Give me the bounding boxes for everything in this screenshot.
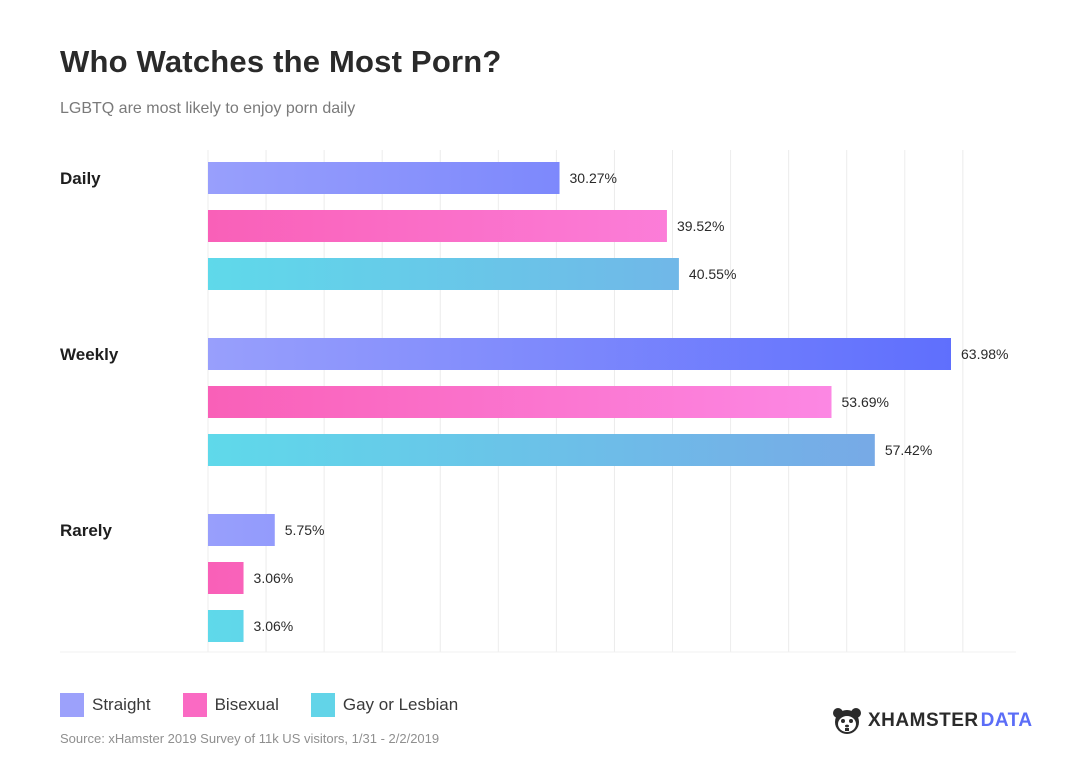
- bar-weekly-straight: [208, 338, 951, 370]
- bar-weekly-gay-or-lesbian: [208, 434, 875, 466]
- chart-subtitle: LGBTQ are most likely to enjoy porn dail…: [60, 100, 356, 117]
- value-label: 63.98%: [961, 346, 1008, 362]
- value-label: 3.06%: [254, 570, 294, 586]
- legend-swatch-gay-lesbian: [310, 693, 335, 717]
- bar-daily-straight: [208, 162, 560, 194]
- brand-suffix: DATA: [980, 710, 1033, 731]
- legend-label: Straight: [92, 695, 151, 714]
- value-label: 40.55%: [689, 266, 736, 282]
- bar-daily-bisexual: [208, 210, 667, 242]
- legend-item-gay-lesbian: Gay or Lesbian: [310, 693, 459, 717]
- legend-label: Gay or Lesbian: [342, 695, 459, 714]
- bar-daily-gay-or-lesbian: [208, 258, 679, 290]
- value-label: 57.42%: [885, 442, 932, 458]
- value-label: 30.27%: [570, 170, 617, 186]
- legend-item-straight: Straight: [60, 693, 151, 717]
- brand-logo: XHAMSTER DATA: [832, 706, 1033, 736]
- value-label: 39.52%: [677, 218, 724, 234]
- source-note: Source: xHamster 2019 Survey of 11k US v…: [60, 731, 440, 746]
- brand-name: XHAMSTER: [868, 710, 979, 731]
- legend-item-bisexual: Bisexual: [182, 693, 279, 717]
- bars: [208, 162, 951, 642]
- legend-label: Bisexual: [214, 695, 279, 714]
- legend: Straight Bisexual Gay or Lesbian: [60, 693, 490, 717]
- hamster-icon: [833, 708, 861, 734]
- value-label: 53.69%: [842, 394, 889, 410]
- category-label: Daily: [60, 169, 101, 188]
- category-labels: Daily Weekly Rarely: [60, 169, 119, 540]
- bar-rarely-straight: [208, 514, 275, 546]
- bar-chart: 30.27% 39.52% 40.55% 63.98% 53.69% 57.42% 5.75…: [60, 150, 1016, 653]
- legend-swatch-straight: [60, 693, 84, 717]
- value-label: 3.06%: [254, 618, 294, 634]
- category-label: Rarely: [60, 521, 113, 540]
- bar-rarely-gay-or-lesbian: [208, 610, 244, 642]
- legend-swatch-bisexual: [182, 693, 207, 717]
- bar-rarely-bisexual: [208, 562, 244, 594]
- value-label: 5.75%: [285, 522, 325, 538]
- bar-weekly-bisexual: [208, 386, 832, 418]
- value-labels: 30.27% 39.52% 40.55% 63.98% 53.69% 57.42% 5.75…: [254, 170, 1009, 634]
- category-label: Weekly: [60, 345, 119, 364]
- chart-title: Who Watches the Most Porn?: [60, 44, 502, 79]
